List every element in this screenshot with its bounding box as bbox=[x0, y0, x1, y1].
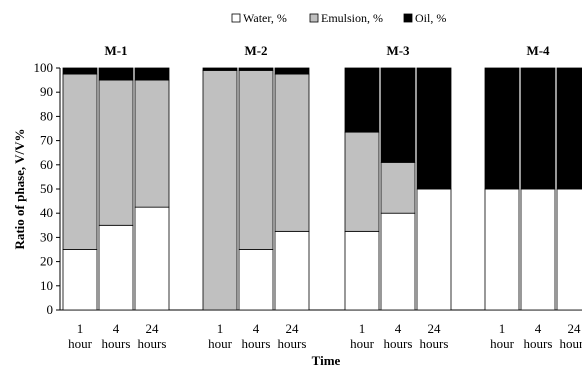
x-axis-title: Time bbox=[312, 353, 341, 367]
bar-segment bbox=[484, 67, 520, 190]
bar-segment bbox=[134, 67, 170, 81]
y-tick-label: 80 bbox=[40, 108, 53, 123]
bar-segment bbox=[556, 67, 582, 190]
x-category-number: 24 bbox=[286, 321, 300, 336]
bar-segment bbox=[556, 188, 582, 311]
bar-segment bbox=[274, 73, 310, 232]
bar-segment bbox=[520, 188, 556, 311]
bar-segment bbox=[98, 224, 134, 311]
y-tick-label: 70 bbox=[40, 133, 53, 148]
x-category-unit: hour bbox=[68, 336, 93, 351]
bar-segment bbox=[202, 70, 238, 311]
x-category-unit: hours bbox=[242, 336, 271, 351]
bar-segment bbox=[380, 212, 416, 311]
x-category-unit: hours bbox=[102, 336, 131, 351]
legend-swatch bbox=[231, 13, 241, 23]
bar-segment bbox=[380, 67, 416, 163]
x-category-unit: hour bbox=[490, 336, 515, 351]
y-tick-label: 10 bbox=[40, 278, 53, 293]
x-category-unit: hours bbox=[278, 336, 307, 351]
x-category-unit: hours bbox=[524, 336, 553, 351]
bar-segment bbox=[274, 67, 310, 75]
group-label: M-4 bbox=[526, 43, 550, 58]
bar-segment bbox=[238, 249, 274, 311]
y-tick-label: 30 bbox=[40, 229, 53, 244]
bar-segment bbox=[344, 67, 380, 133]
y-tick-label: 100 bbox=[34, 60, 54, 75]
bar-segment bbox=[62, 67, 98, 75]
x-category-number: 24 bbox=[568, 321, 582, 336]
x-category-unit: hours bbox=[384, 336, 413, 351]
bar-segment bbox=[98, 79, 134, 226]
x-category-unit: hours bbox=[138, 336, 167, 351]
legend-swatch bbox=[309, 13, 319, 23]
group-label: M-3 bbox=[386, 43, 410, 58]
bar-segment bbox=[62, 73, 98, 250]
bar-segment bbox=[98, 67, 134, 81]
y-tick-label: 60 bbox=[40, 157, 53, 172]
bar-segment bbox=[134, 206, 170, 311]
bar-segment bbox=[238, 70, 274, 250]
bar-segment bbox=[416, 67, 452, 190]
y-tick-label: 40 bbox=[40, 205, 53, 220]
bar-segment bbox=[520, 67, 556, 190]
legend-label: Water, % bbox=[243, 11, 287, 25]
x-category-number: 24 bbox=[146, 321, 160, 336]
x-category-number: 4 bbox=[535, 321, 542, 336]
group-label: M-2 bbox=[244, 43, 267, 58]
legend-swatch bbox=[403, 13, 413, 23]
y-tick-label: 50 bbox=[40, 181, 53, 196]
bar-segment bbox=[274, 230, 310, 311]
bar-segment bbox=[238, 67, 274, 71]
bar-segment bbox=[134, 79, 170, 208]
bar-segment bbox=[484, 188, 520, 311]
bar-segment bbox=[416, 188, 452, 311]
x-category-number: 1 bbox=[359, 321, 366, 336]
x-category-number: 1 bbox=[217, 321, 224, 336]
legend-label: Oil, % bbox=[415, 11, 446, 25]
y-tick-label: 90 bbox=[40, 84, 53, 99]
legend-label: Emulsion, % bbox=[321, 11, 383, 25]
bar-segment bbox=[202, 67, 238, 71]
x-category-unit: hour bbox=[208, 336, 233, 351]
bar-segment bbox=[344, 230, 380, 311]
x-category-unit: hours bbox=[560, 336, 582, 351]
x-category-unit: hour bbox=[350, 336, 375, 351]
x-category-number: 1 bbox=[499, 321, 506, 336]
y-axis-title: Ratio of phase, V/V% bbox=[12, 128, 27, 249]
x-category-number: 1 bbox=[77, 321, 84, 336]
x-category-number: 4 bbox=[395, 321, 402, 336]
x-category-number: 4 bbox=[253, 321, 260, 336]
y-tick-label: 20 bbox=[40, 254, 53, 269]
bar-segment bbox=[62, 249, 98, 311]
x-category-unit: hours bbox=[420, 336, 449, 351]
group-label: M-1 bbox=[104, 43, 127, 58]
y-tick-label: 0 bbox=[47, 302, 54, 317]
x-category-number: 4 bbox=[113, 321, 120, 336]
bar-segment bbox=[344, 131, 380, 232]
bar-segment bbox=[380, 161, 416, 214]
x-category-number: 24 bbox=[428, 321, 442, 336]
